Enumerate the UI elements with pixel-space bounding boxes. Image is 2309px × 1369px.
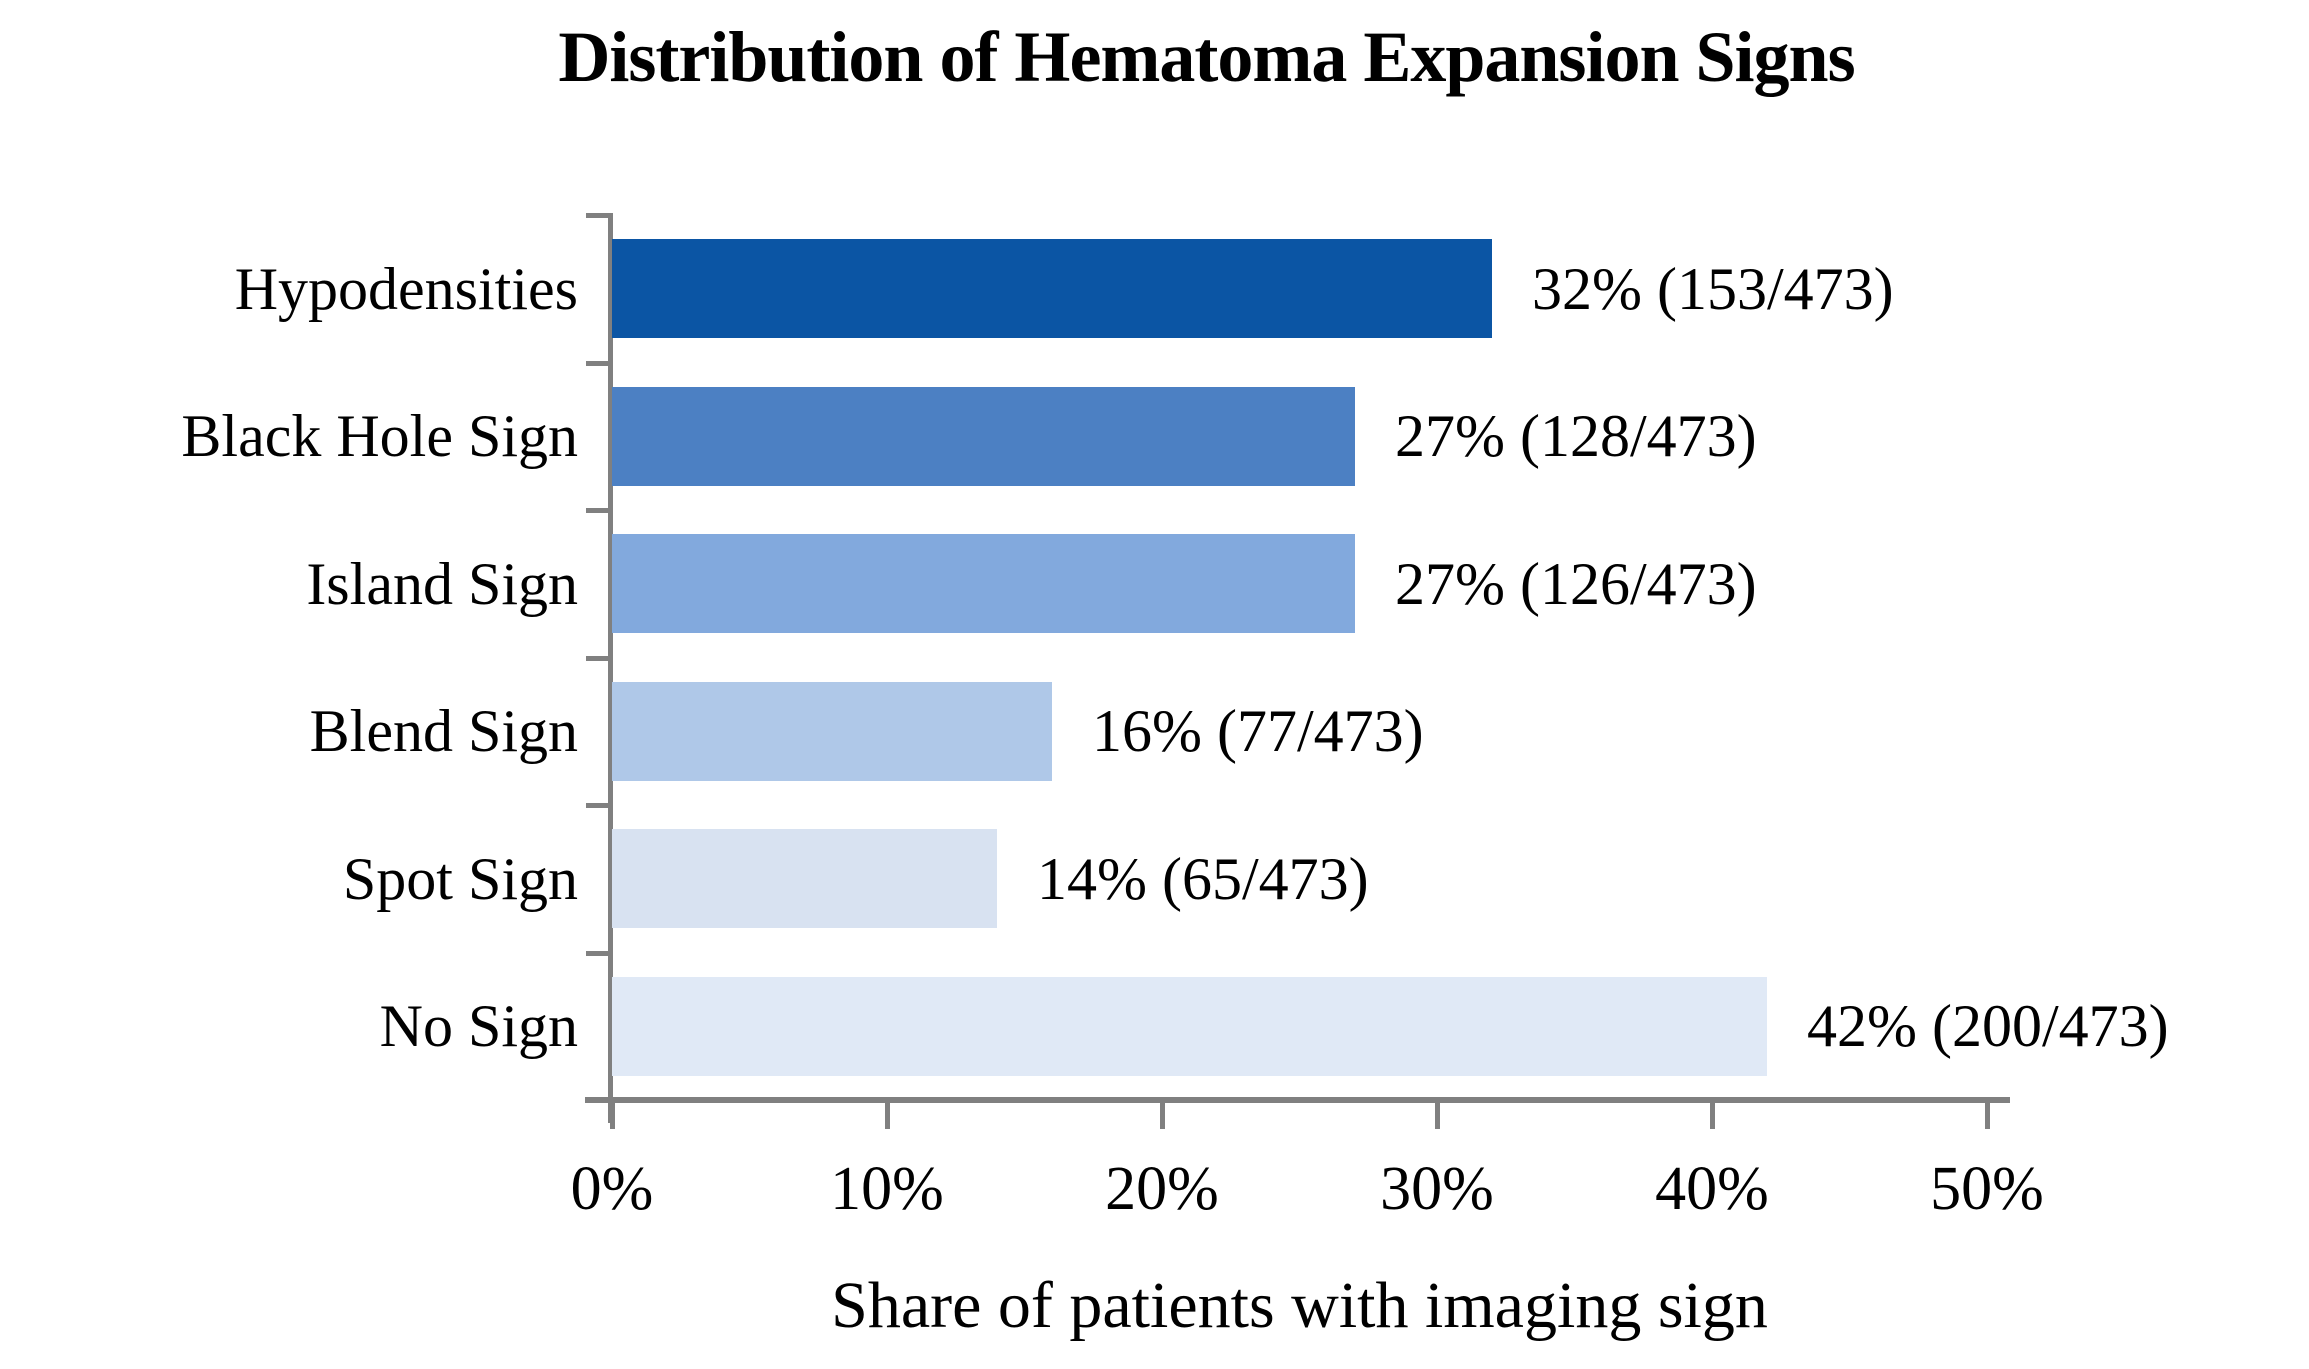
- y-axis-line: [608, 213, 613, 1123]
- x-axis-tick: [1160, 1097, 1165, 1129]
- bar-black-hole-sign: [612, 386, 1355, 486]
- bar-spot-sign: [612, 829, 997, 929]
- bar-island-sign: [612, 534, 1355, 634]
- y-axis-tick: [586, 656, 608, 661]
- bar-blend-sign: [612, 681, 1052, 781]
- y-axis-tick: [586, 803, 608, 808]
- x-axis-tick: [885, 1097, 890, 1129]
- category-label-no-sign: No Sign: [379, 993, 578, 1060]
- bar-value-label-black-hole-sign: 27% (128/473): [1395, 403, 1757, 470]
- bar-no-sign: [612, 976, 1767, 1076]
- x-tick-label-30: 30%: [1380, 1155, 1494, 1223]
- bar-value-label-hypodensities: 32% (153/473): [1532, 255, 1894, 322]
- x-tick-label-50: 50%: [1930, 1155, 2044, 1223]
- x-axis-tick: [610, 1097, 615, 1129]
- y-axis-tick: [586, 951, 608, 956]
- x-tick-label-0: 0%: [570, 1155, 654, 1223]
- category-label-blend-sign: Blend Sign: [309, 698, 578, 765]
- category-label-hypodensities: Hypodensities: [234, 255, 578, 322]
- y-axis-tick: [586, 213, 608, 218]
- category-label-black-hole-sign: Black Hole Sign: [181, 403, 578, 470]
- bar-value-label-blend-sign: 16% (77/473): [1092, 698, 1424, 765]
- bar-value-label-no-sign: 42% (200/473): [1807, 993, 2169, 1060]
- x-axis-line: [585, 1097, 2010, 1103]
- bar-value-label-island-sign: 27% (126/473): [1395, 550, 1757, 617]
- x-axis-tick: [1985, 1097, 1990, 1129]
- bar-value-label-spot-sign: 14% (65/473): [1037, 845, 1369, 912]
- x-axis-tick: [1710, 1097, 1715, 1129]
- x-axis-title: Share of patients with imaging sign: [831, 1269, 1768, 1342]
- y-axis-tick: [586, 361, 608, 366]
- x-tick-label-20: 20%: [1105, 1155, 1219, 1223]
- category-label-island-sign: Island Sign: [306, 550, 578, 617]
- y-axis-tick: [586, 508, 608, 513]
- category-label-spot-sign: Spot Sign: [342, 845, 578, 912]
- chart-title: Distribution of Hematoma Expansion Signs: [558, 17, 1855, 97]
- x-tick-label-40: 40%: [1655, 1155, 1769, 1223]
- x-tick-label-10: 10%: [830, 1155, 944, 1223]
- x-axis-tick: [1435, 1097, 1440, 1129]
- bar-hypodensities: [612, 239, 1492, 339]
